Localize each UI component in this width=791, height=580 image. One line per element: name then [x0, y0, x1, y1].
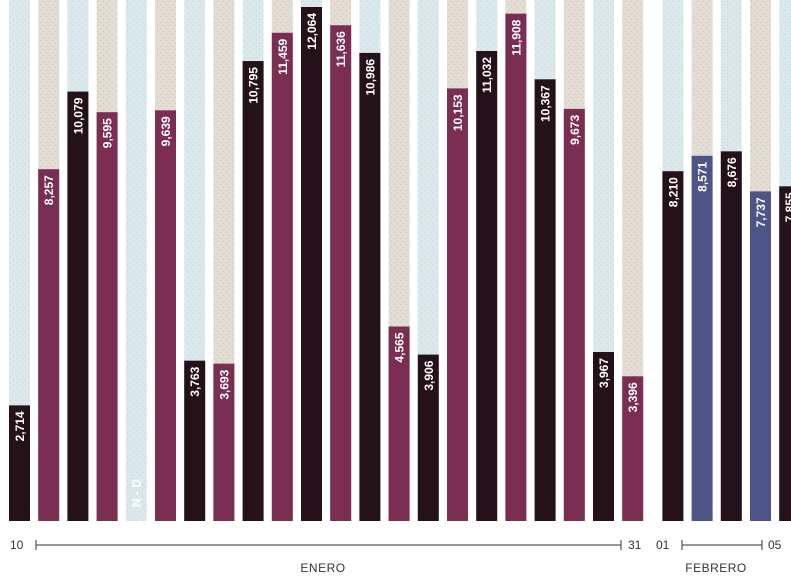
axis-end-label: 31	[628, 538, 642, 552]
x-axis: 10 31 01 05 ENERO FEBRERO	[10, 538, 782, 575]
bar	[330, 25, 352, 521]
bar-value-label: 3,906	[422, 360, 436, 390]
bar	[184, 360, 206, 521]
bar-value-label: 12,064	[305, 13, 319, 50]
bar	[447, 88, 468, 521]
bar	[417, 354, 439, 521]
bar-value-label: 8,571	[696, 161, 710, 191]
bar	[388, 326, 410, 521]
bar-value-label: 9,639	[159, 116, 173, 146]
axis-end-label-feb: 05	[768, 538, 782, 552]
bar	[534, 79, 556, 521]
bar	[563, 108, 585, 521]
bar	[779, 186, 791, 521]
bar-value-label: 3,693	[217, 369, 231, 399]
month-label-febrero: FEBRERO	[685, 561, 747, 575]
bar-value-label: 4,565	[393, 332, 407, 362]
bar-value-label: 10,367	[539, 85, 553, 122]
bar-value-label: 3,967	[597, 358, 611, 388]
bar	[38, 169, 60, 522]
bar	[271, 32, 293, 521]
month-label-enero: ENERO	[300, 561, 345, 575]
bar	[476, 50, 498, 522]
bar	[155, 110, 176, 521]
bar	[593, 351, 614, 521]
bar-value-label: 3,763	[188, 366, 202, 396]
bar-value-label: 9,595	[101, 118, 115, 148]
bar-value-label: 11,908	[509, 19, 523, 55]
bar-value-label: 7,855	[783, 192, 791, 222]
bar	[242, 61, 264, 522]
bar-value-label: 8,210	[666, 177, 680, 207]
bar	[213, 363, 235, 521]
bar-value-label: 8,257	[42, 175, 56, 205]
axis-start-label: 10	[10, 538, 24, 552]
axis-start-label-feb: 01	[656, 538, 670, 552]
bar	[691, 155, 713, 521]
bar	[622, 376, 644, 521]
bar	[9, 405, 30, 521]
bar-value-label: 11,032	[480, 57, 494, 93]
bar-value-label: 11,636	[334, 31, 348, 67]
bar-value-label: 10,079	[71, 97, 85, 134]
bar-value-label: 3,396	[626, 382, 640, 412]
bar	[301, 7, 322, 521]
bar	[662, 171, 684, 521]
bar-value-label: 9,673	[568, 115, 582, 145]
bar-value-label: 8,676	[725, 157, 739, 187]
bar	[720, 151, 742, 521]
bar	[67, 91, 89, 521]
bar-value-label: 10,986	[363, 59, 377, 96]
bar-value-label: 7,737	[754, 197, 768, 227]
bar	[359, 52, 381, 521]
bar-labels: 2,714 8,257 10,079 9,595 N - D 9,639 3,763 3,69…	[13, 13, 791, 507]
bar-value-label: 10,795	[247, 67, 261, 104]
bars	[9, 7, 791, 522]
bar-value-label: 2,714	[13, 411, 27, 441]
bar-value-label: 11,459	[276, 38, 290, 74]
bar-value-label: 10,153	[451, 94, 465, 131]
bar-value-label: N - D	[129, 479, 143, 507]
background-column	[125, 0, 147, 521]
bar	[750, 191, 771, 521]
bar	[505, 13, 527, 522]
bar	[96, 112, 118, 522]
background-column	[9, 0, 30, 521]
